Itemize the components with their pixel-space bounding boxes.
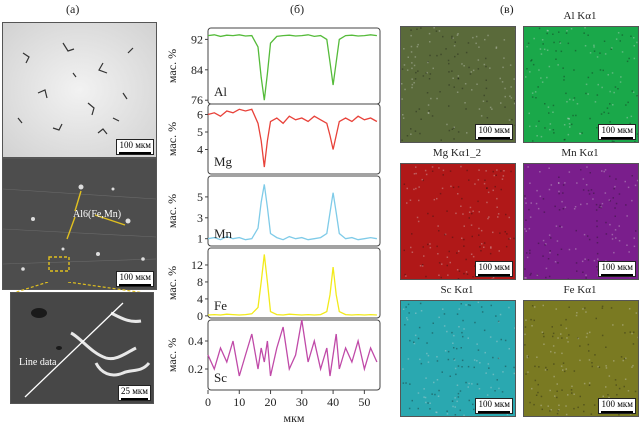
sem-image-mid: Al6(Fe,Mn) 100 мкм (2, 158, 157, 290)
eds-map-title: Al Kα1 (563, 10, 597, 22)
eds-map-title: Sc Kα1 (440, 284, 474, 296)
eds-map-title: Fe Kα1 (563, 284, 597, 296)
profile-ytick-label-mg: 6 (197, 108, 203, 122)
eds-map-scalebar: 100 мкм (598, 261, 636, 277)
eds-map-texture (524, 164, 638, 279)
sem-mid-scalebar: 100 мкм (116, 271, 154, 287)
profile-series-mg (207, 108, 378, 168)
eds-map-scale-label: 100 мкм (601, 125, 633, 135)
profile-ytick-label-al: 76 (191, 93, 203, 107)
profile-xtick-label: 30 (296, 395, 308, 409)
eds-map-title: Mn Kα1 (561, 147, 599, 159)
profile-ytick-label-fe: 12 (191, 258, 203, 272)
profile-xtick-label: 20 (265, 395, 277, 409)
eds-map-scale-line (478, 137, 510, 139)
eds-map: 100 мкм (400, 163, 516, 280)
sem-mid-scale-line (119, 284, 151, 286)
eds-map: 100 мкм (400, 26, 516, 143)
eds-map-scale-line (478, 411, 510, 413)
profile-element-label-sc: Sc (214, 370, 227, 385)
profile-ylabel-al: мас. % (165, 49, 179, 83)
profile-xtick-label: 50 (358, 395, 370, 409)
eds-map: 100 мкм (523, 163, 639, 280)
profile-element-label-mn: Mn (214, 226, 233, 241)
eds-map-scale-label: 100 мкм (601, 262, 633, 272)
sem-mid-texture: Al6(Fe,Mn) (3, 159, 156, 289)
eds-map: 100 мкм (523, 26, 639, 143)
panel-letter-a: (а) (66, 2, 80, 16)
profile-ytick-label-sc: 0.4 (188, 334, 203, 348)
profile-series-al (207, 34, 377, 101)
profile-ytick-label-al: 84 (191, 63, 203, 77)
eds-map-scale-label: 100 мкм (478, 399, 510, 409)
eds-map-texture (401, 164, 515, 279)
eds-map-texture (401, 301, 515, 416)
profile-ytick-label-fe: 4 (197, 292, 203, 306)
sem-zoom-texture: Line data (11, 293, 153, 403)
profile-ytick-label-mg: 5 (197, 125, 203, 139)
profile-xlabel: мкм (283, 411, 304, 423)
profile-ytick-label-sc: 0.2 (188, 362, 203, 376)
eds-map-scale-label: 100 мкм (478, 125, 510, 135)
sem-image-top: 100 мкм (2, 22, 157, 158)
sem-zoom-scale-label: 25 мкм (120, 386, 148, 396)
sem-top-scale-line (119, 152, 151, 154)
sem-top-texture (3, 23, 156, 157)
profile-frame-fe (207, 247, 381, 319)
profile-ytick-label-al: 92 (191, 32, 203, 46)
sem-image-zoom: Line data 25 мкм (10, 292, 154, 404)
profile-ylabel-fe: мас. % (165, 266, 179, 300)
eds-map-scale-line (478, 274, 510, 276)
profile-frame-mn (207, 175, 381, 247)
eds-map-scalebar: 100 мкм (475, 398, 513, 414)
profile-ylabel-mn: мас. % (165, 194, 179, 228)
phase-label: Al6(Fe,Mn) (73, 209, 121, 220)
sem-top-scalebar: 100 мкм (116, 139, 154, 155)
profile-xtick-label: 0 (205, 395, 211, 409)
eds-map-scale-line (601, 274, 633, 276)
sem-zoom-scalebar: 25 мкм (117, 385, 151, 401)
line-profile-chart: 76 84 92 мас. % Al 4 5 6 мас. % Mg 1 3 5 мас. % Mn 0 4 8 1… (165, 27, 381, 423)
eds-map-scale-line (601, 137, 633, 139)
profile-ylabel-mg: мас. % (165, 122, 179, 156)
profile-ytick-label-mn: 1 (197, 232, 203, 246)
eds-map: 100 мкм (400, 300, 516, 417)
profile-xtick-label: 40 (327, 395, 339, 409)
eds-map-scale-label: 100 мкм (601, 399, 633, 409)
profile-ytick-label-fe: 8 (197, 275, 203, 289)
sem-top-scale-label: 100 мкм (119, 140, 151, 150)
eds-map: 100 мкм (523, 300, 639, 417)
profile-element-label-al: Al (214, 84, 227, 99)
sem-mid-scale-label: 100 мкм (119, 272, 151, 282)
profile-frame-mg (207, 103, 381, 175)
sem-zoom-scale-line (120, 398, 148, 400)
panel-letter-c: (в) (500, 2, 514, 16)
profile-series-sc (207, 319, 378, 377)
eds-map-texture (524, 301, 638, 416)
profile-series-mn (207, 184, 378, 241)
line-data-label: Line data (19, 357, 57, 368)
profile-xtick-label: 10 (233, 395, 245, 409)
profile-element-label-mg: Mg (214, 154, 233, 169)
profile-ytick-label-mn: 5 (197, 190, 203, 204)
panel-letter-b: (б) (290, 2, 305, 16)
profile-ytick-label-mn: 3 (197, 211, 203, 225)
profile-ytick-label-fe: 0 (197, 309, 203, 323)
eds-map-scalebar: 100 мкм (598, 398, 636, 414)
eds-map-scalebar: 100 мкм (598, 124, 636, 140)
eds-map-scale-line (601, 411, 633, 413)
eds-map-scalebar: 100 мкм (475, 261, 513, 277)
eds-map-scalebar: 100 мкм (475, 124, 513, 140)
eds-map-texture (524, 27, 638, 142)
eds-map-texture (401, 27, 515, 142)
profile-frame-al (207, 27, 381, 105)
profile-element-label-fe: Fe (214, 298, 227, 313)
eds-map-scale-label: 100 мкм (478, 262, 510, 272)
eds-map-title: Mg Kα1_2 (432, 147, 482, 159)
profile-ylabel-sc: мас. % (165, 338, 179, 372)
profile-ytick-label-mg: 4 (197, 143, 203, 157)
profile-series-fe (207, 254, 377, 316)
